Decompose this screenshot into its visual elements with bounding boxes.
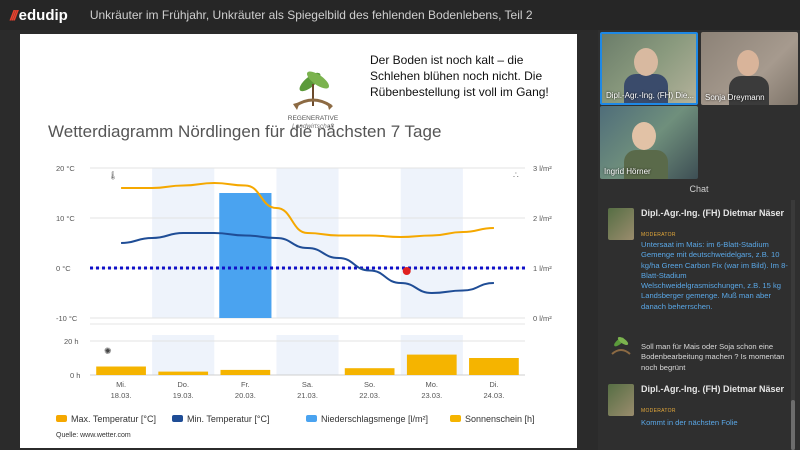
weather-chart: 20 °C 10 °C 0 °C -10 °C 3 l/m² 2 l/m² 1 l/m² 0 … bbox=[56, 164, 552, 424]
session-title: Unkräuter im Frühjahr, Unkräuter als Spi… bbox=[89, 8, 533, 22]
legend-label: Sonnenschein [h] bbox=[465, 414, 535, 424]
precipitation-bar bbox=[219, 193, 272, 318]
sun-axis-tick: 0 h bbox=[70, 371, 80, 380]
legend-swatch bbox=[56, 415, 67, 422]
video-tile-sonja[interactable]: Sonja Dreymann bbox=[701, 32, 798, 105]
moderator-badge: MODERATOR bbox=[641, 408, 676, 414]
precip-axis-tick: 0 l/m² bbox=[533, 314, 552, 323]
video-name-sonja: Sonja Dreymann bbox=[705, 93, 765, 102]
chat-message-text: Soll man für Mais oder Soja schon eine B… bbox=[641, 342, 785, 372]
legend-swatch bbox=[306, 415, 317, 422]
sun-axis-tick: 20 h bbox=[64, 337, 79, 346]
x-axis-day-label: Di. bbox=[489, 380, 498, 389]
chat-message: Dipl.-Agr.-Ing. (FH) Dietmar Näser MODER… bbox=[608, 208, 794, 318]
x-axis-day-label: Mo. bbox=[426, 380, 439, 389]
legend-swatch bbox=[172, 415, 183, 422]
thermometer-icon: 🌡 bbox=[108, 171, 118, 180]
slide-note: Der Boden ist noch kalt – die Schlehen b… bbox=[370, 53, 549, 99]
presenter-figure bbox=[624, 74, 668, 103]
top-bar: /// edudip Unkräuter im Frühjahr, Unkräu… bbox=[0, 0, 800, 30]
presentation-slide: REGENERATIVE Landwirtschaft Der Boden is… bbox=[20, 34, 577, 448]
x-axis-day-label: Mi. bbox=[116, 380, 126, 389]
sunshine-bar bbox=[158, 371, 209, 375]
temp-axis-tick: 0 °C bbox=[56, 264, 71, 273]
sunshine-bar bbox=[220, 369, 271, 375]
logo-caption-line1: REGENERATIVE bbox=[288, 115, 339, 122]
sunshine-bar bbox=[469, 358, 519, 375]
chat-author: Dipl.-Agr.-Ing. (FH) Dietmar Näser bbox=[641, 208, 785, 218]
chat-message-text: Kommt in der nächsten Folie bbox=[641, 418, 738, 427]
edudip-logo: /// edudip bbox=[10, 7, 68, 24]
edudip-logo-text: edudip bbox=[18, 6, 68, 24]
temp-axis-tick: 10 °C bbox=[56, 214, 75, 223]
chat-scroll-thumb[interactable] bbox=[791, 400, 795, 450]
right-panel: Dipl.-Agr.-Ing. (FH) Die... Sonja Dreyma… bbox=[598, 30, 800, 450]
legend-label: Max. Temperatur [°C] bbox=[71, 414, 156, 424]
x-axis-date-label: 18.03. bbox=[111, 391, 132, 400]
x-axis-day-label: Sa. bbox=[302, 380, 313, 389]
pointer-marker bbox=[402, 267, 411, 275]
logo-leaf-right bbox=[306, 71, 330, 89]
sunshine-bar bbox=[96, 366, 146, 375]
x-axis-date-label: 22.03. bbox=[359, 391, 380, 400]
chart-title: Wetterdiagramm Nördlingen für die nächst… bbox=[48, 122, 442, 141]
chat-message: Dipl.-Agr.-Ing. (FH) Dietmar Näser MODER… bbox=[608, 384, 794, 434]
sonja-head bbox=[737, 50, 759, 76]
precip-axis-tick: 1 l/m² bbox=[533, 264, 552, 273]
chat-message: Soll man für Mais oder Soja schon eine B… bbox=[608, 332, 794, 376]
legend-swatch bbox=[450, 415, 461, 422]
logo-arrow-left bbox=[293, 102, 300, 110]
chart-column-shade bbox=[400, 168, 463, 318]
sunshine-bar bbox=[344, 368, 395, 375]
video-tile-presenter[interactable]: Dipl.-Agr.-Ing. (FH) Die... bbox=[600, 32, 698, 105]
x-axis-date-label: 23.03. bbox=[421, 391, 442, 400]
regenerative-landwirtschaft-logo: REGENERATIVE Landwirtschaft bbox=[288, 71, 339, 130]
chart-column-shade bbox=[152, 168, 215, 318]
chart-source: Quelle: www.wetter.com bbox=[56, 432, 131, 439]
x-axis-day-label: Fr. bbox=[241, 380, 250, 389]
chat-scrollbar[interactable] bbox=[791, 200, 795, 450]
presentation-stage: REGENERATIVE Landwirtschaft Der Boden is… bbox=[0, 30, 598, 450]
sun-icon: ✺ bbox=[104, 346, 112, 356]
moderator-badge: MODERATOR bbox=[641, 232, 676, 238]
sonja-figure bbox=[729, 76, 769, 105]
chat-title: Chat bbox=[689, 184, 709, 194]
x-axis-day-label: So. bbox=[364, 380, 375, 389]
precip-axis-tick: 2 l/m² bbox=[533, 214, 552, 223]
rain-icon: ∴ bbox=[513, 170, 519, 180]
sunshine-bar bbox=[406, 354, 457, 375]
x-axis-date-label: 21.03. bbox=[297, 391, 318, 400]
x-axis-date-label: 24.03. bbox=[483, 391, 504, 400]
edudip-logo-mark-icon: /// bbox=[10, 7, 18, 23]
video-tile-ingrid[interactable]: Ingrid Hörner bbox=[600, 106, 698, 179]
ingrid-head bbox=[632, 122, 656, 150]
x-axis-day-label: Do. bbox=[177, 380, 189, 389]
max-temperature-line bbox=[121, 181, 494, 239]
logo-caption-line2: Landwirtschaft bbox=[292, 123, 335, 130]
avatar bbox=[608, 384, 634, 416]
legend-label: Niederschlagsmenge [l/m²] bbox=[321, 414, 428, 424]
ingrid-figure bbox=[624, 150, 668, 179]
chat-message-text: Untersaat im Mais: im 6-Blatt-Stadium Ge… bbox=[641, 240, 788, 311]
chart-column-shade bbox=[276, 168, 339, 318]
logo-arrow-right bbox=[327, 102, 333, 110]
legend-label: Min. Temperatur [°C] bbox=[187, 414, 269, 424]
min-temperature-line bbox=[121, 232, 494, 295]
chat-author: Dipl.-Agr.-Ing. (FH) Dietmar Näser bbox=[641, 384, 785, 394]
sun-column-shade bbox=[152, 335, 215, 375]
x-axis-date-label: 19.03. bbox=[173, 391, 194, 400]
x-axis-date-label: 20.03. bbox=[235, 391, 256, 400]
precip-axis-tick: 3 l/m² bbox=[533, 164, 552, 173]
avatar bbox=[608, 208, 634, 240]
regenerative-logo-avatar-icon bbox=[611, 336, 631, 355]
temp-axis-tick: -10 °C bbox=[56, 314, 78, 323]
temp-axis-tick: 20 °C bbox=[56, 164, 75, 173]
sun-column-shade bbox=[276, 335, 339, 375]
video-name-presenter: Dipl.-Agr.-Ing. (FH) Die... bbox=[606, 91, 695, 100]
video-name-ingrid: Ingrid Hörner bbox=[604, 167, 651, 176]
presenter-head bbox=[634, 48, 658, 76]
